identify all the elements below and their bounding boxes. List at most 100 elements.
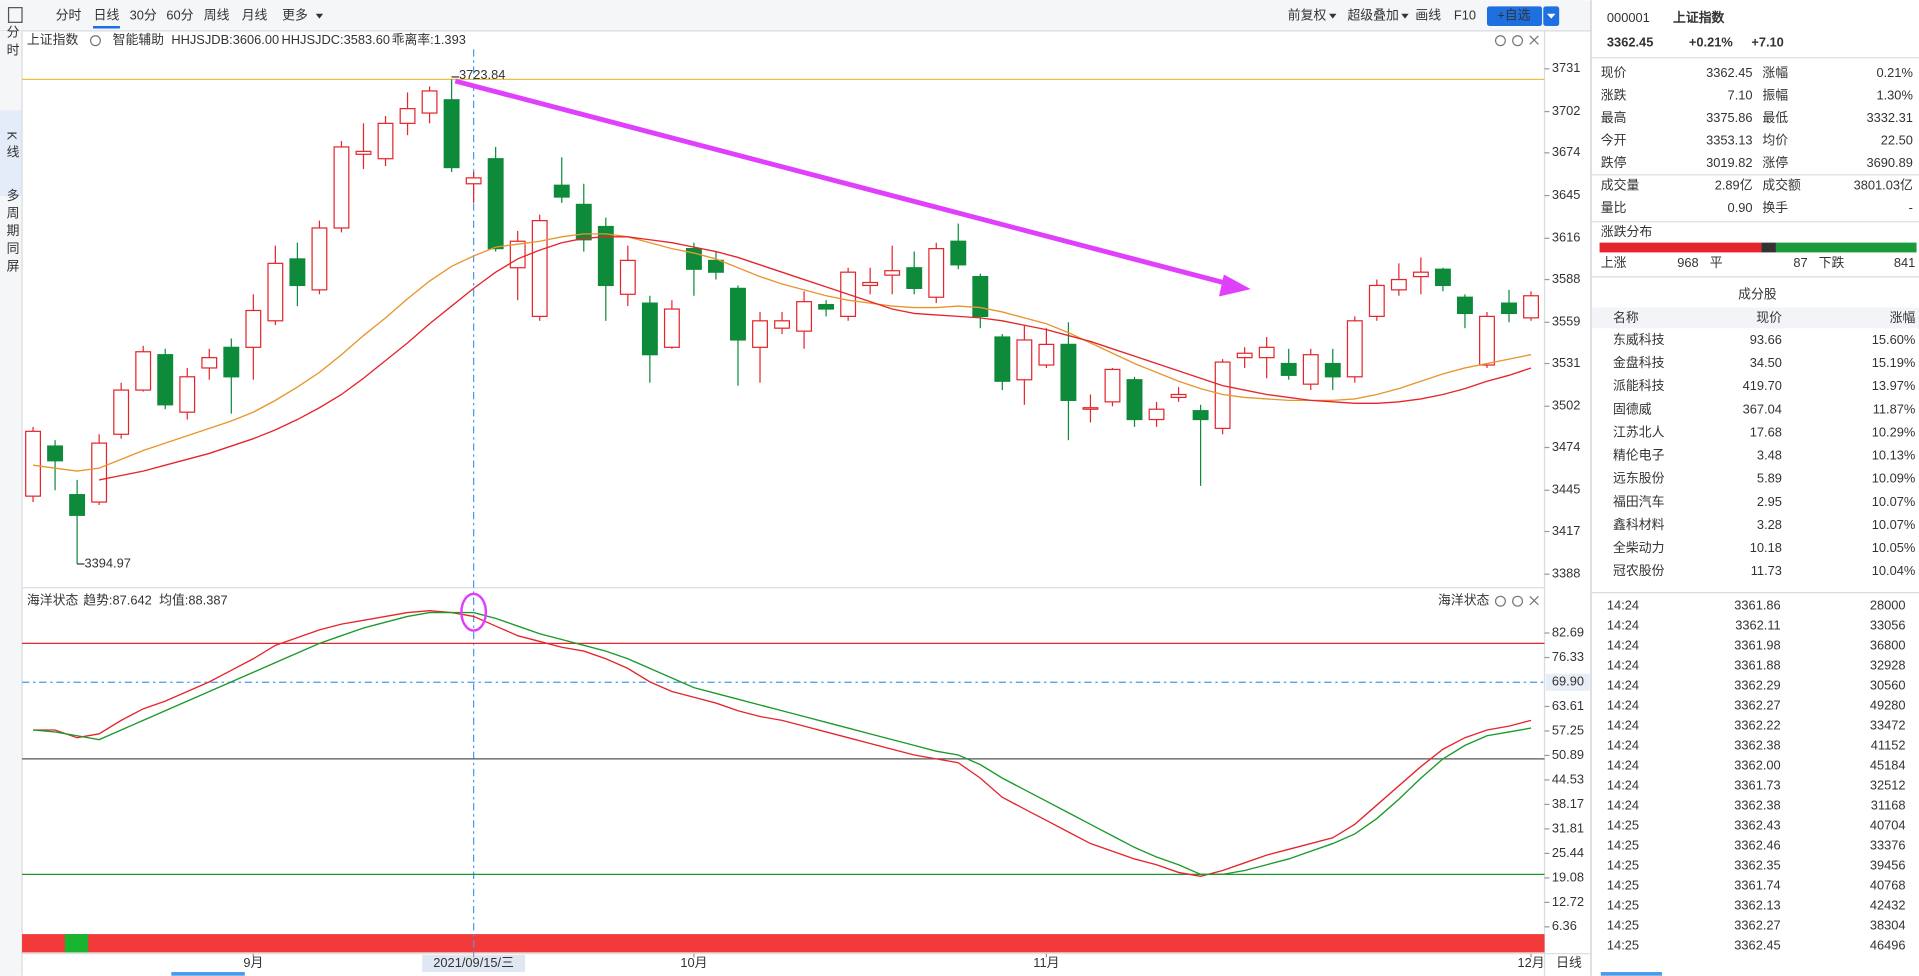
candle-body <box>906 267 923 290</box>
stock-change: 15.60% <box>1872 332 1916 347</box>
stock-name[interactable]: 全柴动力 <box>1613 540 1664 555</box>
toolbar-button[interactable]: 60分 <box>166 8 193 23</box>
panel-icon[interactable] <box>7 7 23 23</box>
candle-body <box>47 445 64 462</box>
y-tick-label: 82.69 <box>1552 624 1584 639</box>
dropdown-icon[interactable] <box>89 35 101 47</box>
candle-body <box>1346 320 1363 378</box>
stock-price: 3.48 <box>1757 448 1782 463</box>
trade-volume: 31168 <box>1871 798 1906 813</box>
candle-body <box>796 301 813 332</box>
legend-annotation: 乖离率:1.393 <box>392 32 466 47</box>
candle-body <box>135 351 152 391</box>
trade-volume: 32512 <box>1870 778 1906 793</box>
toolbar-button[interactable]: 分时 <box>56 8 82 23</box>
candle-body <box>1258 346 1275 359</box>
trade-price: 3362.45 <box>1734 938 1780 953</box>
trade-volume: 49280 <box>1870 698 1906 713</box>
toolbar-button[interactable]: F10 <box>1454 8 1476 23</box>
crosshair-date-bg <box>422 954 526 973</box>
y-tick-label: 25.44 <box>1552 845 1584 860</box>
y-tick-label: 76.33 <box>1552 649 1584 664</box>
y-tick-label: 3531 <box>1552 355 1581 370</box>
stock-name[interactable]: 远东股份 <box>1613 471 1665 486</box>
col-header: 现价 <box>1756 310 1782 325</box>
toolbar-button[interactable]: 月线 <box>242 8 268 23</box>
candle-body <box>774 320 790 329</box>
trade-price: 3362.43 <box>1734 818 1780 833</box>
high-label: 3723.84 <box>459 67 505 82</box>
toolbar-button[interactable]: 画线 <box>1415 8 1441 23</box>
flat-label: 平 <box>1710 255 1723 270</box>
candle-body <box>421 90 438 114</box>
y-tick-label: 31.81 <box>1552 820 1584 835</box>
candle-body <box>355 150 372 155</box>
ma-line <box>98 236 1532 481</box>
add-button[interactable] <box>1486 6 1543 26</box>
stock-name[interactable]: 金盘科技 <box>1613 355 1665 370</box>
stock-name[interactable]: 派能科技 <box>1613 378 1665 393</box>
candle-body <box>1104 368 1121 403</box>
toolbar-button[interactable]: 超级叠加 <box>1347 8 1398 23</box>
trade-time: 14:24 <box>1607 778 1639 793</box>
toolbar-button[interactable]: 周线 <box>204 8 230 23</box>
toolbar-button[interactable]: 更多 <box>282 8 308 23</box>
trade-volume: 33376 <box>1870 838 1906 853</box>
stock-name[interactable]: 东威科技 <box>1613 332 1665 347</box>
trade-time: 14:24 <box>1607 698 1639 713</box>
trend-arrow <box>454 78 1231 287</box>
toolbar-button[interactable]: 日线 <box>94 8 120 23</box>
stock-name[interactable]: 鑫科材料 <box>1613 517 1665 532</box>
candle-body <box>1060 343 1077 401</box>
up-count: 968 <box>1677 255 1698 270</box>
quote-label: 涨停 <box>1762 155 1788 170</box>
y-tick-label: 44.53 <box>1552 771 1584 786</box>
y-tick-label: 3559 <box>1552 314 1581 329</box>
flat-bar <box>1761 242 1776 253</box>
candle-body <box>752 320 768 348</box>
quote-label: 最低 <box>1762 110 1788 125</box>
candle-body <box>641 302 658 356</box>
stock-name[interactable]: 福田汽车 <box>1613 494 1665 509</box>
side-tab[interactable]: 多周期同屏 <box>5 188 20 277</box>
candle-body <box>25 430 41 497</box>
candle-body <box>1126 379 1143 421</box>
side-tabs <box>0 30 23 976</box>
toolbar-button[interactable]: 前复权 <box>1288 8 1327 23</box>
toolbar-button[interactable]: 30分 <box>130 8 157 23</box>
add-button-label[interactable]: +自选 <box>1497 8 1530 23</box>
stock-name[interactable]: 江苏北人 <box>1613 424 1665 439</box>
assist-label: 智能辅助 <box>113 32 164 47</box>
candle-body <box>1434 268 1451 287</box>
help-icon[interactable] <box>1512 35 1524 47</box>
help-icon[interactable] <box>1512 595 1524 607</box>
settings-icon[interactable] <box>1494 35 1506 47</box>
stock-name: 上证指数 <box>1673 10 1725 25</box>
quote-value: 0.90 <box>1728 200 1753 215</box>
trade-volume: 42432 <box>1870 898 1906 913</box>
close-icon[interactable] <box>1529 595 1539 606</box>
candle-body <box>707 259 724 273</box>
candle-body <box>994 336 1011 382</box>
candle-body <box>575 203 592 241</box>
trade-price: 3361.98 <box>1734 638 1780 653</box>
close-icon[interactable] <box>1529 35 1539 45</box>
quote-label: 现价 <box>1601 65 1627 80</box>
trade-time: 14:24 <box>1607 738 1639 753</box>
stock-price: 10.18 <box>1750 540 1782 555</box>
stock-price: 2.95 <box>1757 494 1782 509</box>
trade-volume: 38304 <box>1870 918 1906 933</box>
settings-icon[interactable] <box>1494 595 1506 607</box>
stock-name[interactable]: 固德威 <box>1613 401 1652 416</box>
y-tick-label: 63.61 <box>1552 698 1584 713</box>
flat-count: 87 <box>1793 255 1807 270</box>
stock-name[interactable]: 精伦电子 <box>1613 448 1665 463</box>
candle-body <box>487 158 504 250</box>
stock-name[interactable]: 冠农股份 <box>1613 563 1665 578</box>
stock-price: 93.66 <box>1750 332 1782 347</box>
active-tab-bg <box>0 110 23 197</box>
side-tab[interactable]: K线 <box>5 132 20 163</box>
side-tab[interactable]: 分时 <box>5 25 20 61</box>
trade-volume: 36800 <box>1870 638 1906 653</box>
